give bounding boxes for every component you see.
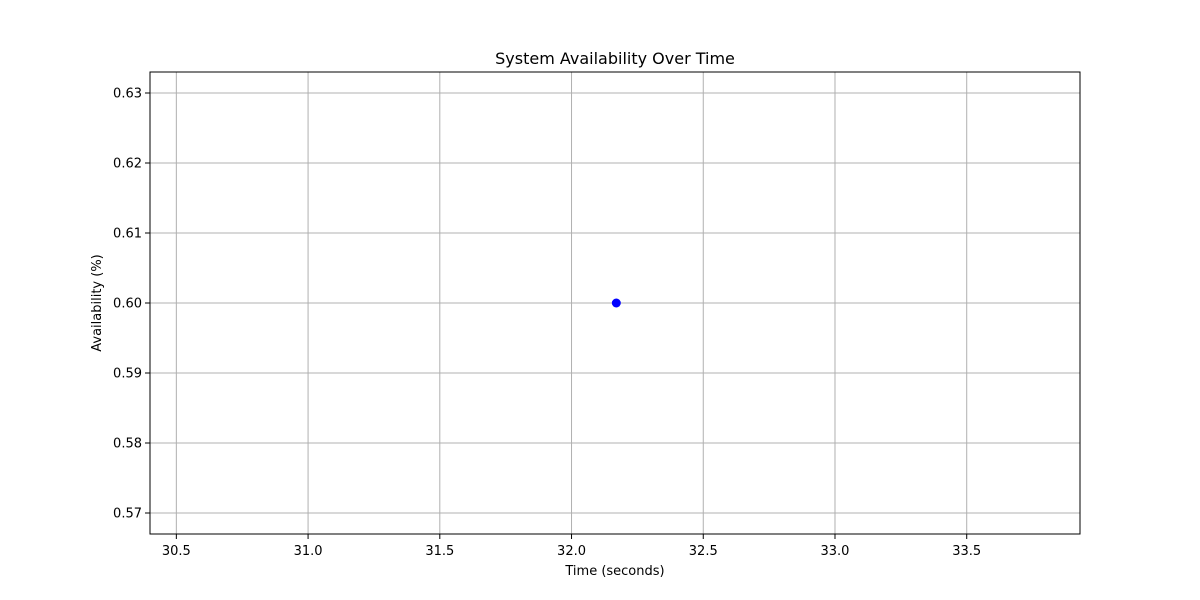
x-tick-label: 32.5 [689,544,718,559]
chart-title: System Availability Over Time [495,49,735,68]
y-tick-label: 0.63 [113,87,142,102]
data-point [611,298,621,308]
x-axis: 30.5 31.0 31.5 32.0 32.5 33.0 33.5 [162,534,981,559]
x-axis-label: Time (seconds) [564,564,664,579]
x-tick-label: 33.5 [952,544,981,559]
y-axis: 0.57 0.58 0.59 0.60 0.61 0.62 0.63 [113,87,150,522]
x-tick-label: 32.0 [557,544,586,559]
data-points [611,298,621,308]
y-tick-label: 0.57 [113,507,142,522]
x-tick-label: 31.5 [425,544,454,559]
y-tick-label: 0.59 [113,367,142,382]
y-axis-label: Availability (%) [90,254,105,352]
y-tick-label: 0.61 [113,227,142,242]
grid-lines [150,72,1080,534]
x-tick-label: 33.0 [821,544,850,559]
y-tick-label: 0.60 [113,297,142,312]
x-tick-label: 30.5 [162,544,191,559]
x-tick-label: 31.0 [294,544,323,559]
y-tick-label: 0.58 [113,437,142,452]
y-tick-label: 0.62 [113,157,142,172]
